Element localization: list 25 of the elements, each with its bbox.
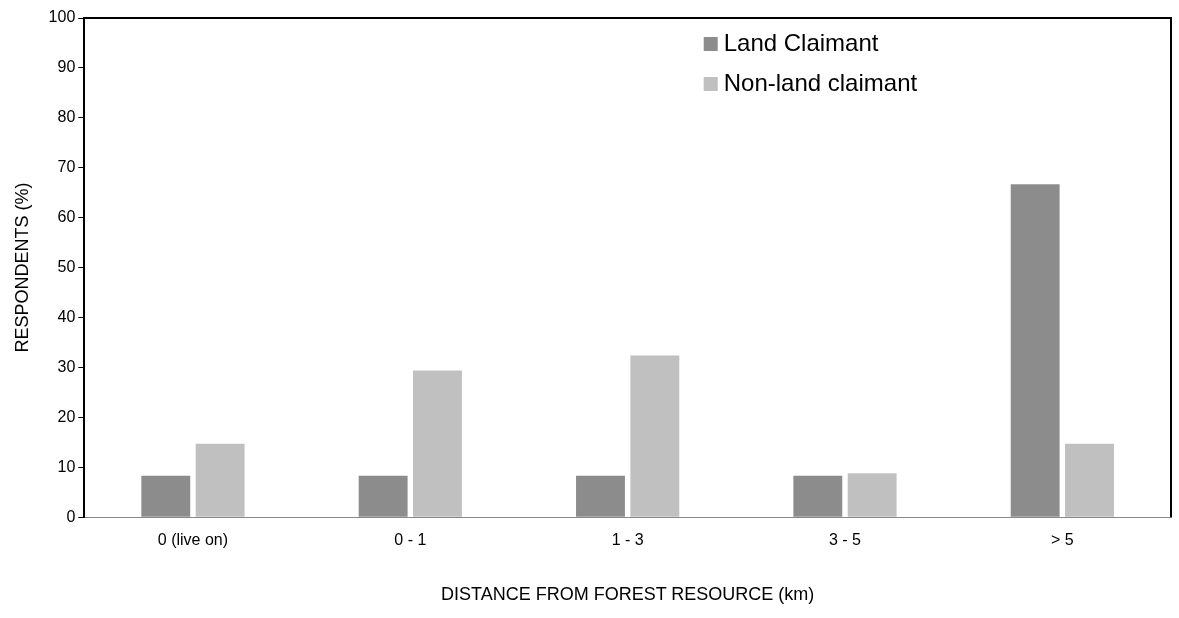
legend-label: Non-land claimant xyxy=(723,68,918,96)
x-tick-label: 0 (live on) xyxy=(157,531,229,549)
legend-label: Land Claimant xyxy=(723,28,879,56)
y-tick-label: 30 xyxy=(57,357,76,375)
bar xyxy=(1065,443,1114,517)
bar xyxy=(630,355,680,517)
y-tick-label: 60 xyxy=(57,208,76,226)
y-tick-label: 100 xyxy=(48,8,76,26)
x-tick-label: > 5 xyxy=(1050,531,1074,549)
x-tick-label: 1 - 3 xyxy=(611,531,644,549)
x-tick-label: 0 - 1 xyxy=(394,531,427,549)
bar xyxy=(413,370,462,517)
y-tick-label: 10 xyxy=(57,457,76,475)
y-tick-label: 20 xyxy=(57,407,76,425)
y-tick-label: 90 xyxy=(57,58,76,76)
y-tick-label: 0 xyxy=(66,507,76,525)
y-tick-label: 50 xyxy=(57,258,76,276)
bar xyxy=(847,473,897,517)
y-tick-label: 40 xyxy=(57,307,76,325)
y-tick-label: 70 xyxy=(57,158,76,176)
bar xyxy=(195,443,245,517)
x-axis-title: DISTANCE FROM FOREST RESOURCE (km) xyxy=(440,584,815,605)
y-axis-title: RESPONDENTS (%) xyxy=(11,182,32,353)
y-tick-label: 80 xyxy=(57,108,76,126)
x-tick-label: 3 - 5 xyxy=(828,531,862,549)
